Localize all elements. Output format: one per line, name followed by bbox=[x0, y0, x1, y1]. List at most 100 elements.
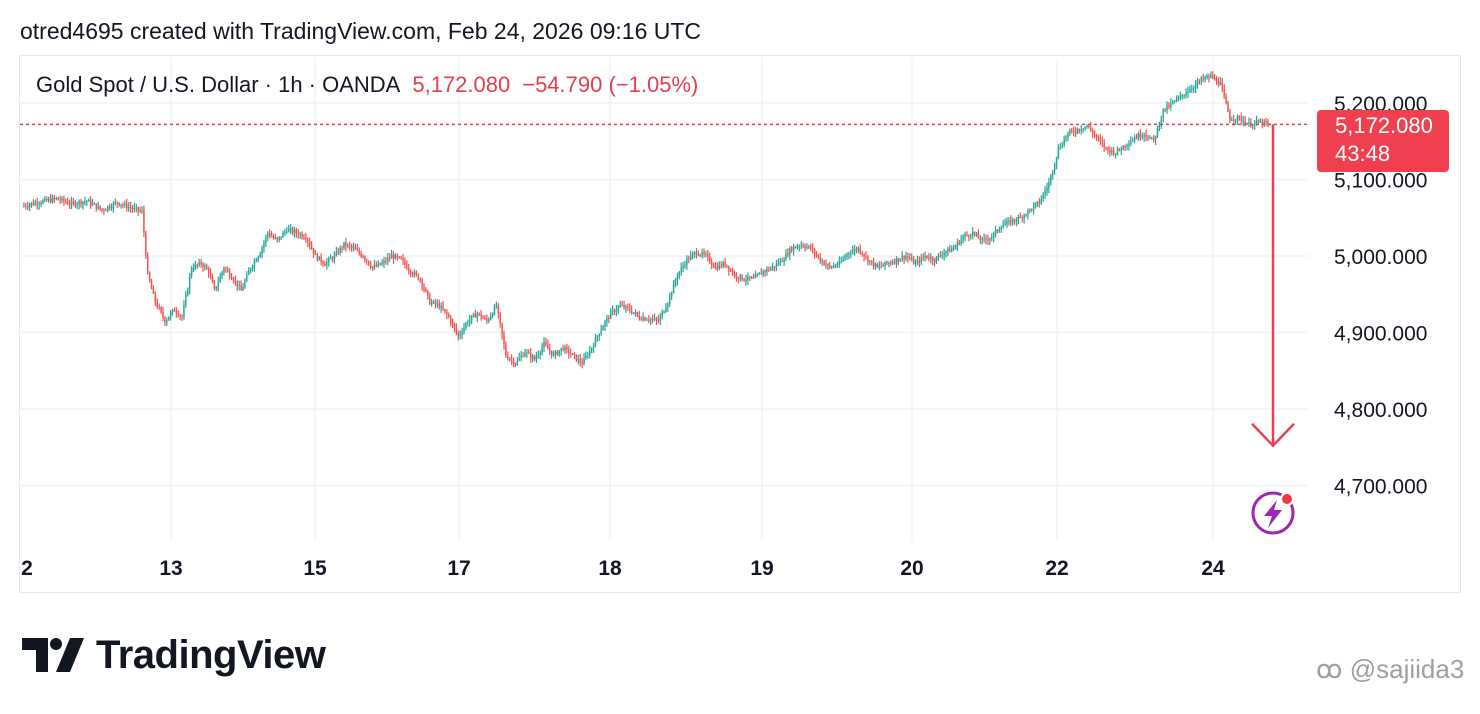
candle bbox=[72, 198, 75, 206]
candle bbox=[1078, 128, 1081, 134]
candle bbox=[1008, 217, 1010, 226]
candle bbox=[1063, 135, 1065, 148]
candle bbox=[853, 244, 856, 256]
candle bbox=[63, 195, 65, 206]
candle bbox=[68, 199, 71, 210]
candle bbox=[1048, 177, 1050, 194]
candle bbox=[147, 252, 149, 275]
candle bbox=[676, 272, 679, 286]
symbol-label[interactable]: Gold Spot / U.S. Dollar · 1h · OANDA bbox=[36, 72, 401, 97]
candle bbox=[802, 242, 804, 249]
candle bbox=[747, 272, 749, 285]
candle bbox=[903, 255, 905, 265]
candle bbox=[1044, 186, 1046, 199]
candle bbox=[400, 255, 402, 260]
candle bbox=[164, 316, 166, 326]
candle bbox=[139, 206, 141, 214]
candle bbox=[634, 309, 637, 317]
candle bbox=[194, 260, 197, 271]
candle bbox=[501, 322, 503, 340]
candle bbox=[989, 237, 991, 245]
candle bbox=[695, 248, 698, 259]
candle bbox=[133, 202, 136, 213]
candle bbox=[259, 251, 261, 259]
candle bbox=[23, 202, 25, 208]
candle bbox=[308, 237, 311, 250]
candle bbox=[244, 278, 246, 289]
candle bbox=[609, 308, 612, 320]
candle bbox=[1036, 201, 1039, 208]
candle bbox=[461, 327, 463, 340]
candle bbox=[1118, 147, 1121, 152]
candle bbox=[428, 292, 431, 306]
candle bbox=[1187, 86, 1189, 99]
candle bbox=[880, 261, 882, 269]
x-axis[interactable]: 2 13 15 17 18 19 20 22 24 bbox=[21, 557, 1225, 580]
candle bbox=[1031, 208, 1033, 213]
candle bbox=[933, 257, 936, 267]
candle bbox=[911, 253, 913, 262]
candle bbox=[522, 352, 524, 358]
candle bbox=[1200, 76, 1203, 86]
candle bbox=[442, 301, 444, 312]
candle bbox=[743, 278, 745, 283]
candle bbox=[954, 244, 957, 250]
candle bbox=[137, 206, 139, 216]
candle bbox=[268, 229, 271, 239]
candle bbox=[409, 268, 412, 278]
candle bbox=[575, 354, 578, 362]
candle bbox=[286, 227, 288, 235]
candle bbox=[1042, 192, 1044, 202]
candle bbox=[120, 203, 122, 209]
candle bbox=[95, 203, 98, 212]
candle bbox=[975, 232, 978, 237]
candle bbox=[1257, 119, 1260, 124]
candle bbox=[143, 205, 145, 238]
candle bbox=[1057, 144, 1060, 160]
candle bbox=[806, 243, 808, 250]
candle bbox=[1183, 94, 1185, 99]
candle bbox=[705, 250, 707, 258]
candle bbox=[733, 270, 736, 279]
candle bbox=[101, 207, 103, 213]
candle bbox=[823, 259, 825, 266]
candle bbox=[777, 258, 780, 267]
tradingview-logo[interactable]: TradingView bbox=[22, 630, 326, 680]
candle bbox=[512, 357, 515, 368]
candle bbox=[28, 202, 31, 212]
candle bbox=[1231, 116, 1233, 121]
projection-arrow[interactable] bbox=[1251, 124, 1295, 448]
candle bbox=[1263, 119, 1265, 128]
candle bbox=[1166, 101, 1168, 115]
candle bbox=[651, 314, 654, 324]
x-tick-label: 22 bbox=[1045, 557, 1068, 580]
candle bbox=[196, 263, 199, 269]
candle bbox=[829, 261, 831, 270]
candle bbox=[148, 271, 151, 283]
candle bbox=[750, 275, 753, 280]
candle bbox=[916, 255, 919, 266]
chart-frame[interactable] bbox=[19, 55, 1461, 593]
candle bbox=[918, 256, 921, 268]
candle bbox=[994, 225, 997, 238]
candle bbox=[162, 306, 164, 321]
candle bbox=[926, 255, 928, 260]
candle bbox=[545, 337, 547, 347]
candle bbox=[438, 299, 440, 310]
candle bbox=[678, 270, 681, 280]
lightning-alert-icon[interactable] bbox=[1251, 491, 1295, 535]
candle bbox=[404, 257, 406, 269]
candle bbox=[228, 268, 231, 280]
candle bbox=[724, 257, 726, 268]
candle bbox=[425, 287, 427, 293]
candle bbox=[402, 253, 404, 265]
candle bbox=[947, 246, 949, 256]
candle bbox=[282, 230, 284, 239]
candle bbox=[93, 202, 96, 205]
candle bbox=[836, 261, 839, 269]
candle bbox=[670, 291, 673, 301]
candle bbox=[573, 351, 576, 360]
candle bbox=[1147, 135, 1149, 141]
candle bbox=[333, 251, 336, 264]
